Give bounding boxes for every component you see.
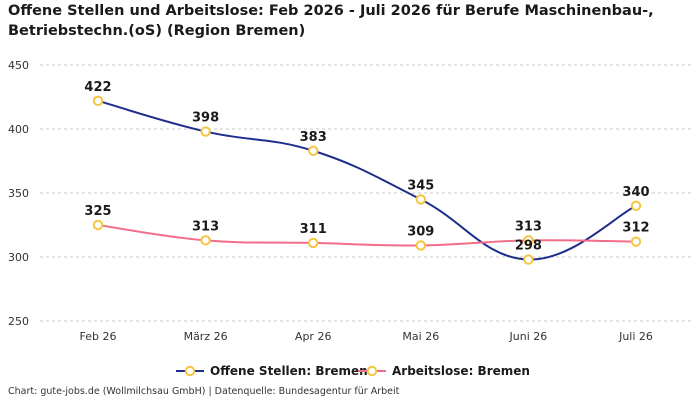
data-point: [630, 236, 642, 247]
data-point: [92, 219, 104, 231]
x-tick-label: Feb 26: [80, 330, 117, 343]
x-tick-label: Juni 26: [509, 330, 548, 343]
data-labels: 422 398 383 345 298 340 325 313 311 309 313 312: [84, 80, 649, 254]
data-point: [415, 194, 426, 205]
data-label: 313: [192, 219, 219, 234]
data-point: [92, 95, 104, 107]
x-axis-ticks: Feb 26 März 26 Apr 26 Mai 26 Juni 26 Juli 26: [80, 330, 653, 343]
chart-footer: Chart: gute-jobs.de (Wollmilchsau GmbH) …: [8, 386, 400, 397]
data-label: 345: [407, 178, 434, 193]
legend: Offene Stellen: Bremen Arbeitslose: Breme…: [176, 364, 530, 378]
data-label: 383: [300, 130, 327, 145]
data-label: 398: [192, 111, 219, 126]
data-label: 313: [515, 219, 542, 234]
legend-marker: [366, 365, 378, 377]
data-label: 312: [622, 221, 649, 236]
data-point: [523, 235, 534, 246]
x-tick-label: März 26: [184, 330, 228, 343]
data-point: [308, 145, 319, 156]
chart-title: Offene Stellen und Arbeitslose: Feb 2026…: [8, 3, 654, 39]
data-label: 298: [515, 239, 542, 254]
y-tick-label: 250: [8, 315, 29, 328]
y-tick-label: 350: [8, 187, 29, 200]
y-tick-label: 450: [8, 59, 29, 72]
data-label: 311: [300, 222, 327, 237]
series-lines: [97, 99, 637, 261]
legend-marker: [184, 365, 196, 377]
x-tick-label: Juli 26: [618, 330, 653, 343]
data-point: [415, 240, 426, 251]
legend-label: Offene Stellen: Bremen: [210, 364, 368, 378]
series-line: [97, 99, 637, 261]
series-line: [97, 224, 637, 247]
data-point: [200, 235, 211, 246]
x-tick-label: Mai 26: [402, 330, 439, 343]
data-label: 325: [84, 204, 111, 219]
data-label: 422: [84, 80, 111, 95]
data-point: [630, 200, 642, 212]
series-markers: [92, 95, 642, 265]
data-point: [200, 126, 211, 137]
x-tick-label: Apr 26: [295, 330, 332, 343]
y-axis-ticks: 250 300 350 400 450: [8, 59, 29, 328]
data-point: [523, 254, 534, 265]
y-tick-label: 300: [8, 251, 29, 264]
legend-label: Arbeitslose: Bremen: [392, 364, 530, 378]
data-label: 340: [622, 185, 649, 200]
data-label: 309: [407, 224, 434, 239]
y-tick-label: 400: [8, 123, 29, 136]
data-point: [308, 237, 319, 249]
grid-lines: [40, 64, 692, 322]
